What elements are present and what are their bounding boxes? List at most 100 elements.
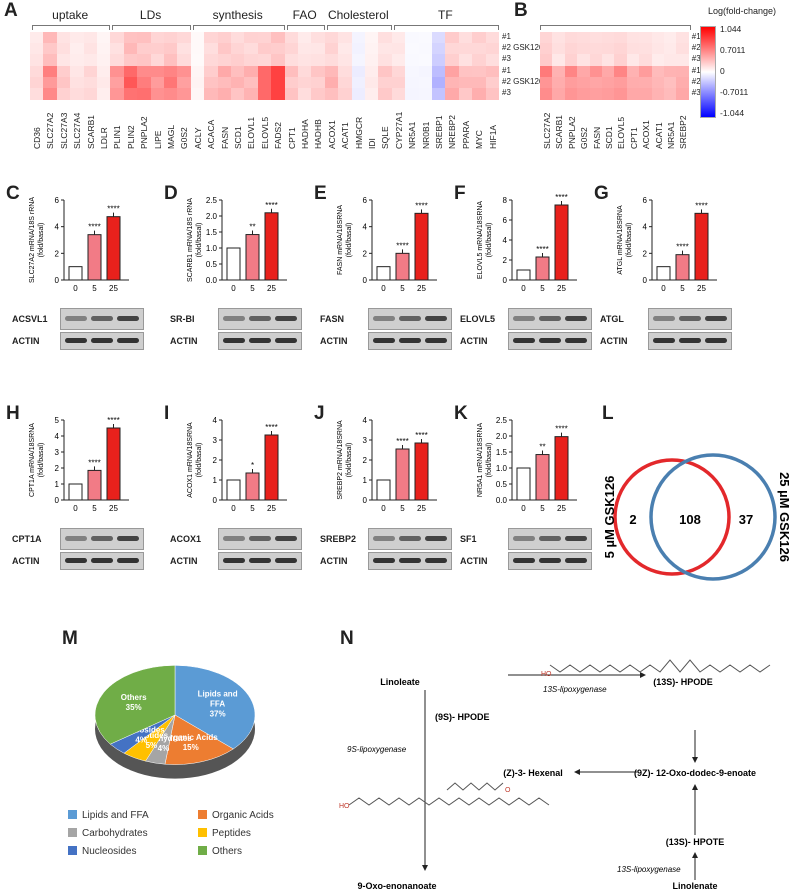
x-tick-label: 25 bbox=[417, 504, 426, 513]
bar bbox=[554, 204, 569, 281]
heatmap-a-cell bbox=[405, 88, 420, 100]
x-tick-label: 0 bbox=[381, 504, 386, 513]
heatmap-a-cell bbox=[485, 54, 500, 67]
heatmap-a-cell bbox=[391, 43, 406, 55]
heatmap-a-cell bbox=[231, 43, 245, 55]
blot-label: FASN bbox=[320, 314, 345, 324]
heatmap-a-cell bbox=[378, 76, 393, 89]
heatmap-a-cell bbox=[324, 43, 339, 55]
significance-label: **** bbox=[676, 243, 688, 252]
heatmap-a-cell bbox=[164, 88, 178, 100]
heatmap-a-gene-label: HMGCR bbox=[353, 117, 364, 150]
actin-band bbox=[249, 338, 271, 343]
heatmap-a-cell bbox=[472, 54, 487, 67]
heatmap-b-gene-label: SCD1 bbox=[604, 126, 614, 150]
y-tick-label: 0 bbox=[363, 276, 368, 285]
heatmap-b-cell bbox=[626, 76, 640, 89]
heatmap-a-cell bbox=[284, 54, 299, 67]
heatmap-b-cell bbox=[614, 32, 628, 44]
heatmap-b-cell bbox=[664, 65, 677, 78]
y-tick-label: 2 bbox=[363, 249, 368, 258]
bar bbox=[414, 212, 429, 281]
heatmap-a-cell bbox=[378, 32, 393, 44]
x-tick-label: 25 bbox=[109, 504, 118, 513]
y-axis-label: (fold/basal) bbox=[486, 223, 493, 258]
heatmap-b-cell bbox=[564, 65, 578, 78]
actin-band bbox=[539, 558, 561, 563]
structure-hexenal bbox=[446, 782, 504, 791]
bar bbox=[694, 212, 709, 281]
blot-band bbox=[425, 536, 447, 541]
y-axis-label: SCARB1 mRNA/18S rRNA bbox=[187, 198, 194, 282]
blot-band bbox=[249, 536, 271, 541]
heatmap-b-cell bbox=[552, 65, 566, 78]
heatmap-a-cell bbox=[458, 88, 473, 100]
legend-swatch bbox=[198, 810, 207, 819]
heatmap-a-row-label: #1 bbox=[502, 32, 511, 41]
heatmap-a-gene-label: G0S2 bbox=[179, 127, 190, 150]
heatmap-b-cell bbox=[552, 76, 566, 89]
heatmap-a-cell bbox=[97, 88, 111, 100]
heatmap-a-cell bbox=[298, 32, 312, 44]
heatmap-a-cell bbox=[284, 88, 299, 100]
heatmap-a-cell bbox=[257, 88, 272, 100]
actin-band bbox=[565, 338, 587, 343]
heatmap-b-cell bbox=[676, 76, 690, 89]
y-tick-label: 6 bbox=[55, 196, 60, 205]
heatmap-a-cell bbox=[271, 54, 286, 67]
heatmap-a-cell bbox=[351, 76, 366, 89]
heatmap-a-cell bbox=[324, 54, 339, 67]
heatmap-a-cell bbox=[43, 76, 58, 89]
heatmap-b-cell bbox=[564, 32, 578, 44]
x-tick-label: 5 bbox=[92, 284, 97, 293]
heatmap-a-cell bbox=[432, 88, 446, 100]
heatmap-b-cell bbox=[540, 65, 553, 78]
heatmap-b-cell bbox=[614, 76, 628, 89]
heatmap-a-cell bbox=[150, 65, 165, 78]
y-tick-label: 6 bbox=[503, 216, 508, 225]
significance-label: * bbox=[251, 461, 254, 470]
blot-band bbox=[117, 316, 139, 321]
heatmap-a-cell bbox=[324, 76, 339, 89]
x-tick-label: 25 bbox=[267, 504, 276, 513]
significance-label: **** bbox=[107, 416, 119, 425]
heatmap-a-cell bbox=[418, 43, 433, 55]
heatmap-b-cell bbox=[577, 76, 591, 89]
y-tick-label: 1 bbox=[213, 476, 218, 485]
panel-label-c: C bbox=[6, 183, 20, 204]
bar-chart-d: 0.0 0.5 1.0 1.5 2.0 2.5 SCARB1 mRNA/18S rRNA (f… bbox=[187, 196, 287, 293]
x-tick-label: 5 bbox=[250, 284, 255, 293]
heatmap-a-gene-label: PPARA bbox=[460, 121, 471, 150]
venn-diagram: 2 108 37 5 µM GSK126 25 µM GSK126 bbox=[602, 453, 790, 581]
y-axis-label: (fold/basal) bbox=[196, 443, 203, 478]
heatmap-a-cell bbox=[83, 65, 98, 78]
y-tick-label: 3 bbox=[213, 436, 218, 445]
heatmap-a-gene-label: SLC27A2 bbox=[45, 112, 56, 150]
heatmap-a-cell bbox=[284, 43, 299, 55]
actin-label: ACTIN bbox=[320, 336, 348, 346]
legend-tick: 0.7011 bbox=[720, 45, 746, 55]
heatmap-b-cell bbox=[602, 43, 615, 55]
legend-swatch bbox=[68, 810, 77, 819]
western-blot bbox=[368, 308, 452, 330]
y-axis-label: ATGL mRNA/18SRNA bbox=[617, 205, 624, 275]
heatmap-a-cell bbox=[177, 43, 192, 55]
heatmap-a-cell bbox=[244, 76, 259, 89]
blot-band bbox=[679, 316, 701, 321]
legend-entry: Peptides bbox=[212, 828, 251, 839]
heatmap-a-cell bbox=[83, 43, 98, 55]
heatmap-b-row-label: #2 bbox=[691, 43, 701, 53]
bar-chart-j: 0 1 2 3 4 SREBP2 mRNA/18SRNA (fold/basal) 0 5 ***… bbox=[337, 416, 437, 513]
structure-oh-1: HO bbox=[541, 671, 552, 678]
heatmap-a-gene-label: IDI bbox=[367, 138, 377, 150]
x-tick-label: 0 bbox=[521, 504, 526, 513]
heatmap-a-cell bbox=[204, 88, 219, 100]
heatmap-b-row-label: #1 bbox=[691, 65, 701, 75]
heatmap-a-cell bbox=[351, 32, 366, 44]
heatmap-a-gene-label: SCARB1 bbox=[85, 115, 96, 150]
actin-label: ACTIN bbox=[12, 556, 40, 566]
heatmap-a-cell bbox=[257, 54, 272, 67]
legend-colorbar bbox=[700, 26, 716, 118]
actin-band bbox=[705, 338, 727, 343]
